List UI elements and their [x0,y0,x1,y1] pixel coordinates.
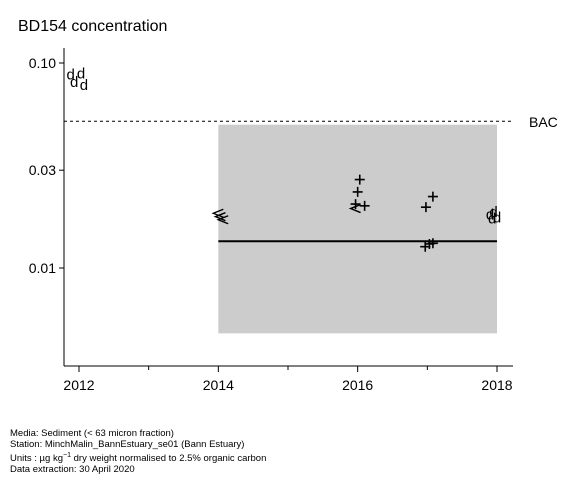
data-point-plus [359,200,370,211]
data-point-d: d [489,204,497,221]
bac-label: BAC [529,114,558,130]
x-tick-label: 2016 [342,377,373,393]
data-point-d: d [488,211,496,228]
data-point-less-than [348,203,361,214]
data-point-d: d [77,65,85,82]
data-point-less-than [216,215,229,225]
data-point-d: d [70,74,78,91]
footer-units-prefix: Units : µg kg [10,453,63,465]
data-point-d: d [80,77,88,94]
y-tick-label: 0.10 [29,55,56,71]
shaded-region [218,124,498,334]
data-point-plus [354,174,365,185]
y-tick-label: 0.03 [29,162,56,178]
footer-units: Units : µg kg−1 dry weight normalised to… [10,450,266,464]
x-tick-label: 2012 [63,377,94,393]
data-point-plus [352,186,363,197]
x-tick-label: 2014 [203,377,234,393]
data-point-plus [424,238,435,249]
data-point-d: d [486,207,494,224]
data-point-less-than [213,212,226,222]
footer-units-suffix: dry weight normalised to 2.5% organic ca… [70,453,267,465]
x-tick-label: 2018 [481,377,512,393]
chart-footer: Media: Sediment (< 63 micron fraction) S… [10,428,266,475]
data-point-plus [427,191,438,202]
data-point-less-than [211,208,224,218]
chart-title: BD154 concentration [18,18,168,35]
footer-station: Station: MinchMalin_BannEstuary_se01 (Ba… [10,439,245,450]
y-tick-label: 0.01 [29,260,56,276]
footer-units-sup: −1 [63,452,71,459]
data-point-d: d [493,210,501,227]
data-point-d: d [66,66,74,83]
data-point-plus [420,202,431,213]
footer-extraction: Data extraction: 30 April 2020 [10,464,135,476]
data-point-plus [350,199,361,210]
footer-media: Media: Sediment (< 63 micron fraction) [10,428,174,439]
